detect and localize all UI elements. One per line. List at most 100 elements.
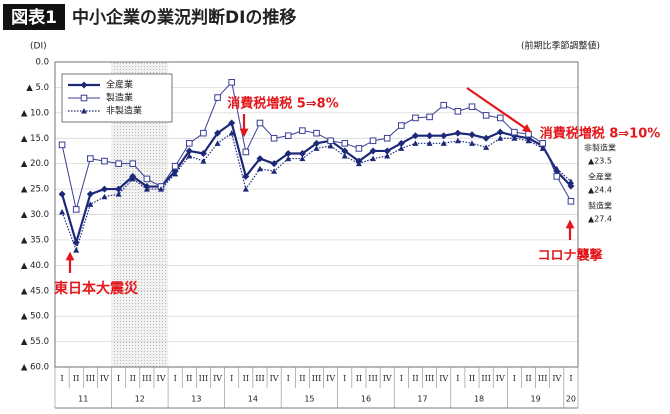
point <box>101 157 108 165</box>
point <box>511 128 518 136</box>
point <box>426 140 433 146</box>
point <box>270 134 278 142</box>
point <box>199 150 207 157</box>
x-tick-label: I <box>456 374 459 383</box>
point <box>172 170 179 177</box>
x-tick-label: II <box>130 374 136 383</box>
point <box>383 134 391 142</box>
x-tick-label: III <box>255 374 264 383</box>
point <box>454 108 462 115</box>
annotation: 消費税増税 5⇒8% <box>227 96 339 112</box>
x-tick-label: III <box>312 374 321 383</box>
point <box>256 165 263 172</box>
year-label: 12 <box>135 395 145 404</box>
point <box>58 190 66 198</box>
point <box>426 113 433 121</box>
x-tick-label: I <box>230 374 233 383</box>
point <box>73 247 80 253</box>
point <box>313 145 320 151</box>
y-tick-label: ▲ 30.0 <box>21 210 49 220</box>
x-tick-label: III <box>425 374 434 383</box>
point <box>440 101 448 109</box>
x-tick-label: I <box>174 374 177 383</box>
point <box>101 193 108 200</box>
legend-label: 全産業 <box>106 79 133 91</box>
point <box>242 186 249 192</box>
y-tick-label: ▲ 15.0 <box>21 134 49 144</box>
x-tick-label: IV <box>100 374 109 383</box>
y-tick-label: ▲ 40.0 <box>21 261 49 271</box>
point <box>482 134 490 142</box>
point <box>412 140 419 146</box>
point <box>298 150 306 157</box>
x-tick-label: IV <box>157 374 166 383</box>
x-tick-label: I <box>287 374 290 383</box>
point <box>313 129 320 137</box>
point <box>299 127 306 134</box>
year-label: 11 <box>78 395 88 404</box>
point <box>214 129 222 137</box>
x-tick-label: IV <box>552 374 561 383</box>
point <box>468 131 476 139</box>
end-series-name: 非製造業 <box>584 143 616 153</box>
point <box>171 162 179 170</box>
point <box>496 128 504 136</box>
end-series-name: 全産業 <box>588 172 612 182</box>
point <box>355 160 362 167</box>
x-tick-label: I <box>343 374 346 383</box>
point <box>341 147 349 155</box>
point <box>299 155 306 162</box>
point <box>497 135 504 141</box>
x-tick-label: III <box>86 374 95 383</box>
point <box>214 140 221 146</box>
point <box>86 190 94 198</box>
annotation: コロナ襲撃 <box>537 248 602 264</box>
point <box>200 158 207 164</box>
x-tick-label: I <box>569 374 572 383</box>
point <box>115 191 122 197</box>
point <box>369 137 377 145</box>
x-tick-label: IV <box>213 374 222 383</box>
x-tick-label: II <box>186 374 192 383</box>
point <box>185 140 193 147</box>
x-tick-label: III <box>538 374 547 383</box>
point <box>285 155 292 162</box>
point <box>525 130 532 138</box>
point <box>496 114 504 122</box>
point <box>100 185 108 193</box>
point <box>143 186 150 192</box>
x-tick-label: II <box>525 374 531 383</box>
plot-frame <box>54 61 579 368</box>
point <box>129 160 137 167</box>
chart-title: 中小企業の業況判断DIの推移 <box>72 7 296 28</box>
subtitle: (前期比季節調整値) <box>521 40 600 52</box>
y-axis-label: (DI) <box>30 42 47 52</box>
y-tick-label: ▲ 10.0 <box>21 108 49 118</box>
point <box>313 139 320 147</box>
x-tick-label: I <box>60 374 63 383</box>
legend-label: 製造業 <box>106 92 133 104</box>
point <box>341 153 348 159</box>
end-value-label: ▲24.4 <box>588 186 612 195</box>
year-label: 17 <box>417 395 427 404</box>
x-tick-label: IV <box>270 374 279 383</box>
y-tick-label: ▲ 5.0 <box>26 83 49 93</box>
point <box>398 145 405 151</box>
x-tick-label: III <box>142 374 151 383</box>
point <box>553 165 560 172</box>
point <box>539 145 546 151</box>
year-label: 14 <box>248 395 258 404</box>
y-tick-label: ▲ 60.0 <box>21 363 49 373</box>
y-tick-label: ▲ 55.0 <box>21 337 49 347</box>
point <box>87 201 94 207</box>
legend-label: 非製造業 <box>106 105 142 117</box>
x-tick-label: IV <box>326 374 335 383</box>
point <box>242 148 250 156</box>
y-tick-label: ▲ 50.0 <box>21 312 49 322</box>
point <box>115 160 122 167</box>
legend-marker <box>80 81 88 89</box>
point <box>440 140 447 146</box>
point <box>271 168 278 174</box>
point <box>87 155 94 162</box>
point <box>284 150 292 157</box>
